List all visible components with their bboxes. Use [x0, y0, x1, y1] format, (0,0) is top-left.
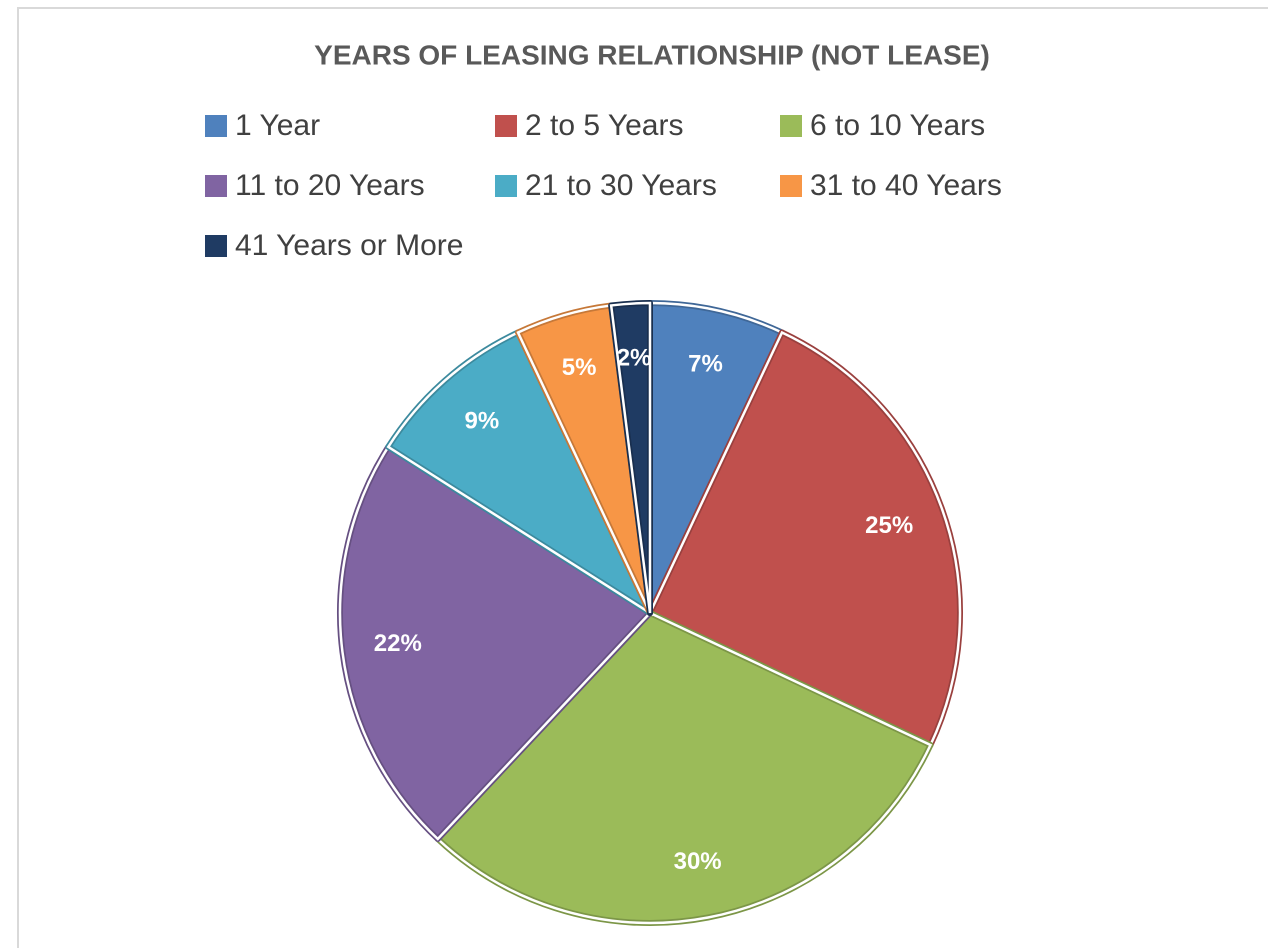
legend-text: 31 to 40 Years — [810, 169, 1002, 202]
slice-separator — [648, 330, 962, 747]
slice-separator — [648, 301, 784, 614]
legend-swatch — [495, 175, 517, 197]
data-label: 5% — [562, 354, 597, 381]
legend-swatch — [780, 175, 802, 197]
data-label: 2% — [617, 345, 652, 372]
data-label: 7% — [688, 350, 723, 377]
slice-separator — [436, 611, 933, 925]
data-label: 25% — [865, 512, 913, 539]
slice-separator — [386, 330, 653, 617]
legend-text: 2 to 5 Years — [525, 109, 683, 142]
chart-title: YEARS OF LEASING RELATIONSHIP (NOT LEASE… — [314, 39, 990, 70]
legend-swatch — [495, 115, 517, 137]
data-label: 22% — [374, 630, 422, 657]
legend-swatch — [205, 235, 227, 257]
legend-text: 41 Years or More — [235, 229, 463, 262]
data-label: 9% — [465, 408, 500, 435]
legend-text: 21 to 30 Years — [525, 169, 717, 202]
legend-text: 6 to 10 Years — [810, 109, 985, 142]
slice-separator — [338, 445, 652, 841]
legend-swatch — [780, 115, 802, 137]
legend-text: 1 Year — [235, 109, 320, 142]
legend-text: 11 to 20 Years — [235, 169, 425, 202]
legend-swatch — [205, 115, 227, 137]
legend-swatch — [205, 175, 227, 197]
slice-separator — [609, 301, 652, 614]
data-label: 30% — [674, 848, 722, 875]
